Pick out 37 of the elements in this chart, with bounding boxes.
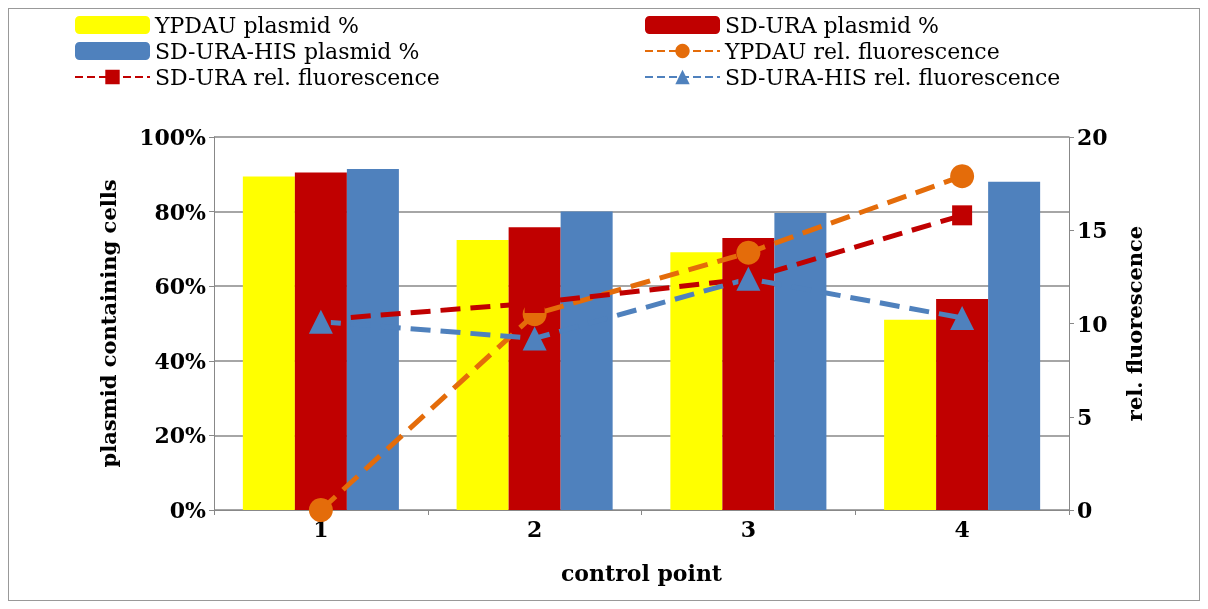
legend-label: SD-URA-HIS rel. fluorescence bbox=[725, 64, 1061, 90]
legend-label: SD-URA plasmid % bbox=[725, 12, 939, 38]
point bbox=[952, 205, 973, 226]
x-axis-title: control point bbox=[560, 560, 723, 586]
legend-label: SD-URA-HIS plasmid % bbox=[155, 38, 420, 64]
x-tick-label: 3 bbox=[740, 516, 757, 542]
point bbox=[522, 326, 547, 351]
y2-tick-label: 10 bbox=[1077, 310, 1108, 337]
point bbox=[950, 305, 975, 330]
y-axis-title: plasmid containing cells bbox=[96, 179, 121, 468]
bar bbox=[988, 181, 1041, 510]
point bbox=[308, 498, 333, 522]
y-tick-label: 40% bbox=[154, 347, 207, 374]
point bbox=[736, 240, 761, 265]
y2-axis-title: rel. fluorescence bbox=[1122, 225, 1147, 422]
y2-tick-label: 20 bbox=[1077, 124, 1108, 150]
bar bbox=[670, 252, 723, 510]
x-tick-label: 2 bbox=[526, 516, 543, 542]
bar bbox=[242, 176, 295, 510]
y2-tick-label: 15 bbox=[1077, 217, 1108, 244]
y2-tick-label: 5 bbox=[1077, 403, 1093, 430]
bar bbox=[456, 239, 509, 510]
y-tick-label: 60% bbox=[154, 273, 207, 300]
bar bbox=[884, 319, 937, 510]
bar bbox=[936, 298, 989, 510]
y-tick-label: 100% bbox=[139, 124, 207, 150]
y-tick-label: 80% bbox=[154, 198, 207, 225]
legend-label: YPDAU plasmid % bbox=[154, 12, 359, 38]
y2-tick-label: 0 bbox=[1077, 497, 1093, 523]
y-tick-label: 0% bbox=[169, 497, 207, 523]
point bbox=[308, 309, 333, 334]
x-tick-label: 1 bbox=[313, 516, 329, 542]
legend-label: YPDAU rel. fluorescence bbox=[724, 38, 1000, 64]
y-tick-label: 20% bbox=[154, 422, 207, 449]
point bbox=[950, 164, 975, 189]
x-tick-label: 4 bbox=[954, 516, 970, 542]
legend-label: SD-URA rel. fluorescence bbox=[155, 64, 440, 90]
